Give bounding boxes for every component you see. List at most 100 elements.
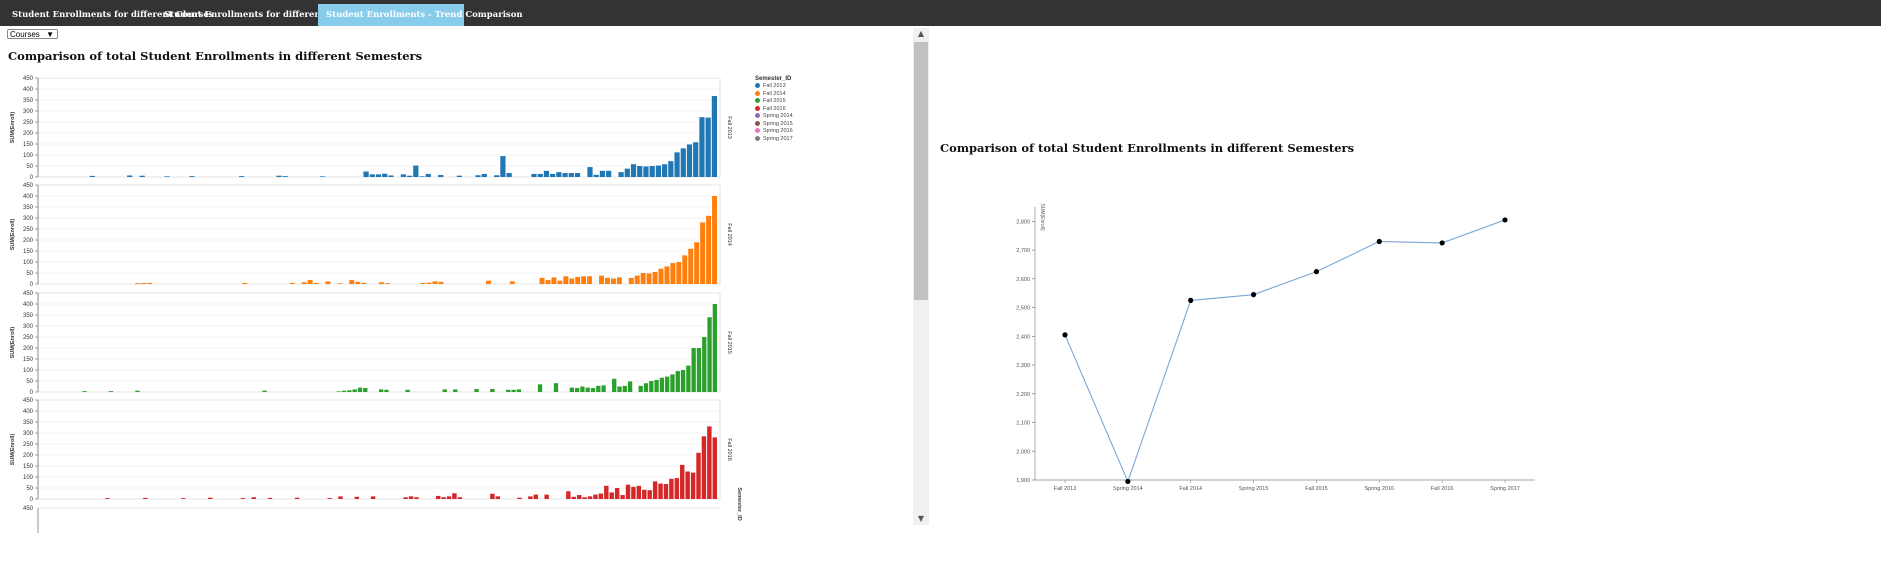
bar	[267, 497, 273, 499]
y-tick-label: 100	[23, 260, 34, 266]
bar	[674, 478, 680, 499]
bar	[557, 280, 563, 284]
y-tick-label: 350	[23, 205, 34, 211]
y-axis-label: SUM(Enroll)	[1039, 203, 1045, 231]
bar	[347, 390, 352, 392]
bar	[384, 389, 389, 392]
y-tick-label: 200	[23, 346, 34, 352]
bar	[486, 280, 491, 284]
legend-swatch-icon	[755, 98, 760, 104]
trend-line	[1064, 219, 1506, 483]
y-tick-label: 400	[23, 87, 34, 93]
y-tick-label: 350	[23, 313, 34, 319]
legend-swatch-icon	[755, 83, 760, 89]
y-tick-label: 300	[23, 109, 34, 115]
bar	[319, 176, 326, 177]
legend-item: Spring 2016	[755, 128, 793, 136]
bar	[352, 389, 357, 392]
bar	[670, 374, 675, 392]
y-tick-label: 200	[23, 131, 34, 137]
bar	[563, 276, 569, 284]
bar	[354, 496, 360, 499]
bar	[495, 496, 501, 499]
bar	[403, 497, 408, 499]
bar	[475, 175, 481, 177]
bar	[379, 389, 384, 392]
tab-trend-comparison[interactable]: Student Enrollments - Trend Comparison	[318, 4, 523, 26]
bar	[456, 175, 462, 177]
bar	[406, 175, 413, 177]
bar	[420, 282, 426, 284]
panel-frame	[37, 292, 721, 393]
bar	[616, 277, 622, 284]
bar	[545, 280, 551, 284]
bar	[685, 471, 690, 499]
right-chart-title: Comparison of total Student Enrollments …	[940, 141, 1355, 155]
y-tick-label: 2,100	[1016, 421, 1030, 427]
scroll-up-icon[interactable]: ▲	[917, 29, 925, 38]
y-tick-label: 150	[23, 464, 34, 470]
bar	[696, 348, 702, 392]
legend-item: Spring 2017	[755, 136, 793, 144]
y-tick-label: 450	[23, 76, 34, 82]
bar	[208, 497, 213, 499]
scroll-thumb[interactable]	[914, 42, 928, 300]
y-tick-label: 200	[23, 238, 34, 244]
tab-courses[interactable]: Student Enrollments for different Course…	[12, 10, 214, 20]
bar	[432, 281, 438, 284]
bar	[531, 173, 537, 177]
bar	[528, 496, 533, 499]
bar	[693, 142, 699, 177]
bar	[435, 495, 441, 499]
bar	[580, 386, 585, 392]
bar	[553, 383, 559, 392]
y-tick-label: 100	[23, 475, 34, 481]
bar	[336, 391, 341, 392]
data-point	[1502, 217, 1508, 223]
bar	[441, 497, 446, 499]
bar	[686, 144, 693, 177]
bar	[425, 173, 431, 177]
dropdown-arrow-icon: ▼	[46, 30, 54, 39]
bar	[282, 176, 288, 177]
y-tick-label: 0	[30, 390, 34, 396]
tab-instructors[interactable]: Student Enrollments for different Instru…	[164, 10, 382, 20]
y-axis-label: SUM(Enroll)	[10, 112, 16, 144]
bar	[700, 222, 706, 284]
bar	[691, 348, 696, 392]
y-tick-label: 300	[23, 324, 34, 330]
bar	[294, 497, 300, 499]
y-tick-label: 300	[23, 431, 34, 437]
bar	[533, 494, 539, 499]
group-by-dropdown[interactable]: Courses ▼	[7, 29, 58, 39]
bar	[604, 485, 609, 499]
y-tick-label: 1,900	[1016, 478, 1030, 484]
dropdown-selected-value: Courses	[10, 30, 40, 39]
scroll-down-icon[interactable]: ▼	[917, 514, 925, 523]
x-tick-label: Fall 2014	[1179, 486, 1202, 492]
facet-label: Fall 2016	[726, 438, 732, 461]
bar	[550, 173, 556, 177]
legend-item: Fall 2015	[755, 98, 793, 106]
y-tick-label: 100	[23, 153, 34, 159]
bar	[568, 173, 574, 177]
bar	[587, 496, 593, 499]
y-tick-label: 250	[23, 335, 34, 341]
panel-frame	[37, 399, 721, 500]
bar	[694, 242, 700, 284]
y-tick-label: 300	[23, 216, 34, 222]
data-point	[1313, 269, 1320, 275]
bar	[593, 174, 599, 177]
x-tick-label: Spring 2014	[1113, 486, 1143, 492]
bar	[631, 486, 636, 499]
panel-frame	[37, 184, 721, 285]
bar	[240, 498, 246, 499]
vertical-scrollbar[interactable]: ▲ ▼	[913, 28, 929, 525]
bar	[511, 389, 516, 392]
legend: Semester_ID Fall 2013 Fall 2014 Fall 2015 F…	[755, 76, 793, 143]
bar	[369, 174, 375, 177]
bar	[605, 277, 610, 284]
bar	[127, 175, 133, 177]
bar	[628, 277, 634, 284]
bar	[680, 464, 685, 499]
